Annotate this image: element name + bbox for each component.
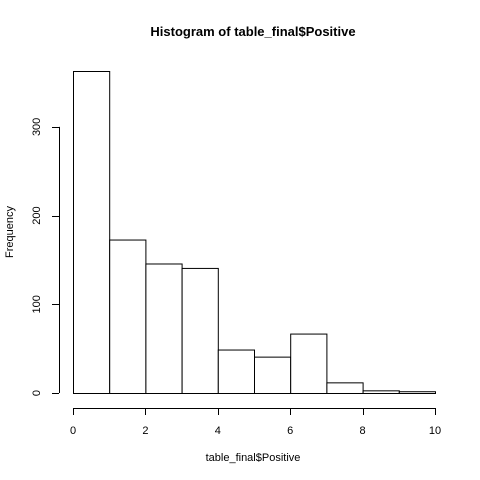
x-tick-label-6: 6 xyxy=(287,425,293,437)
histogram-bar-9 xyxy=(398,391,436,394)
y-axis-label: Frequency xyxy=(4,206,16,258)
x-axis: 0 2 4 6 8 10 xyxy=(70,408,441,437)
histogram-bar-0 xyxy=(73,71,111,394)
histogram-bar-1 xyxy=(109,239,147,394)
y-tick-label-300: 300 xyxy=(31,118,43,136)
histogram-bar-5 xyxy=(254,356,292,395)
histogram-bar-8 xyxy=(362,390,400,394)
x-tick-label-10: 10 xyxy=(429,425,441,437)
y-tick-label-200: 200 xyxy=(31,206,43,224)
x-axis-label: table_final$Positive xyxy=(206,452,301,464)
y-tick-label-0: 0 xyxy=(31,390,43,396)
x-tick-label-0: 0 xyxy=(70,425,76,437)
chart-title: Histogram of table_final$Positive xyxy=(150,24,355,39)
y-tick-label-100: 100 xyxy=(31,295,43,313)
x-tick-label-8: 8 xyxy=(360,425,366,437)
histogram-bar-7 xyxy=(326,382,364,395)
histogram-bar-3 xyxy=(181,267,219,395)
histogram-bar-6 xyxy=(290,333,328,395)
histogram-bar-2 xyxy=(145,263,183,394)
x-tick-label-2: 2 xyxy=(142,425,148,437)
bars-group xyxy=(73,71,436,395)
x-tick-label-4: 4 xyxy=(215,425,221,437)
y-axis: 0 100 200 300 xyxy=(31,118,60,396)
histogram-bar-4 xyxy=(217,349,256,394)
